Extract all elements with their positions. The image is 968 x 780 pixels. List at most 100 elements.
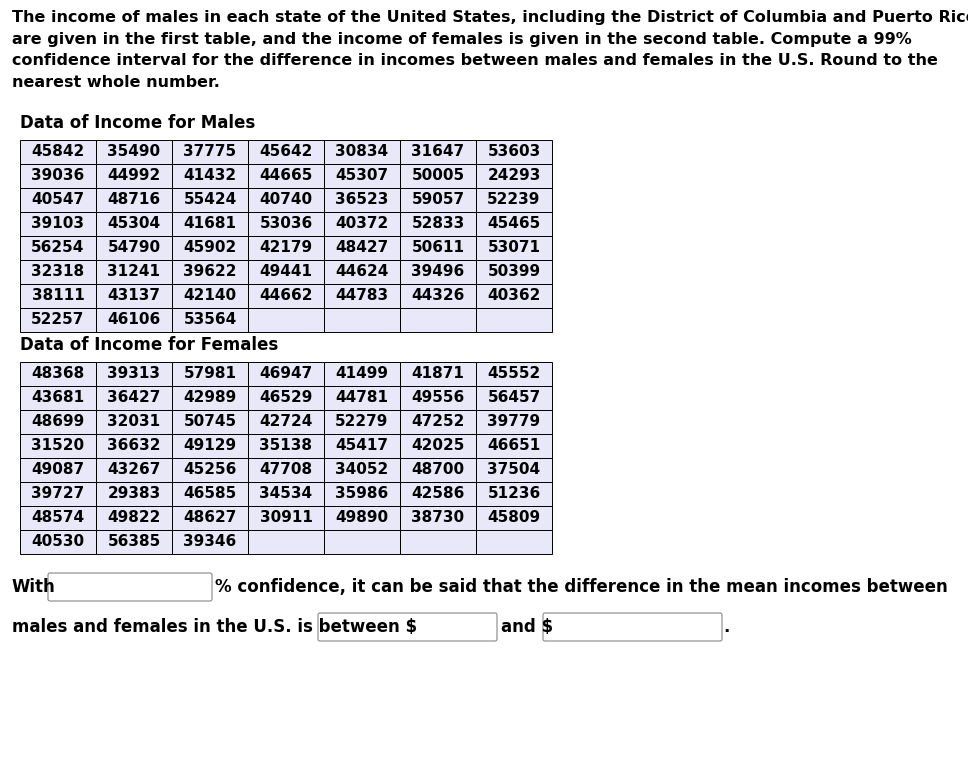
Bar (20, 164, 96, 188)
Bar (172, 260, 248, 284)
Text: 52279: 52279 (335, 414, 389, 430)
Text: 48700: 48700 (411, 463, 465, 477)
Text: 52257: 52257 (31, 313, 84, 328)
Bar (20, 140, 96, 164)
Bar (20, 506, 96, 530)
Bar (476, 164, 552, 188)
Text: 44326: 44326 (411, 289, 465, 303)
Text: 40362: 40362 (487, 289, 541, 303)
Text: 52239: 52239 (487, 193, 541, 207)
Bar (476, 362, 552, 386)
Bar (476, 530, 552, 554)
Bar (400, 212, 476, 236)
Bar (20, 308, 96, 332)
Text: 44783: 44783 (336, 289, 388, 303)
Text: 35490: 35490 (107, 144, 161, 159)
Bar (96, 188, 172, 212)
Bar (400, 362, 476, 386)
Bar (248, 308, 324, 332)
Bar (96, 308, 172, 332)
Bar (20, 212, 96, 236)
Text: 44992: 44992 (107, 168, 161, 183)
Bar (400, 140, 476, 164)
Text: 40547: 40547 (31, 193, 84, 207)
Bar (400, 260, 476, 284)
Bar (96, 212, 172, 236)
Text: 36632: 36632 (107, 438, 161, 453)
Bar (324, 362, 400, 386)
Bar (324, 140, 400, 164)
Text: 53564: 53564 (183, 313, 236, 328)
Text: 42140: 42140 (184, 289, 236, 303)
Text: 39036: 39036 (31, 168, 84, 183)
Bar (20, 236, 96, 260)
Bar (20, 362, 96, 386)
Text: 54790: 54790 (107, 240, 161, 256)
Bar (20, 260, 96, 284)
Text: 35986: 35986 (335, 487, 388, 502)
Text: 48716: 48716 (107, 193, 161, 207)
Text: 53036: 53036 (259, 217, 313, 232)
Bar (172, 212, 248, 236)
Text: 43681: 43681 (31, 391, 84, 406)
Bar (172, 410, 248, 434)
Bar (400, 164, 476, 188)
Text: 39779: 39779 (488, 414, 540, 430)
Text: 36523: 36523 (335, 193, 389, 207)
Text: 41499: 41499 (336, 367, 388, 381)
Bar (172, 386, 248, 410)
Bar (324, 482, 400, 506)
Bar (20, 482, 96, 506)
Text: 49441: 49441 (259, 264, 313, 279)
Text: 46106: 46106 (107, 313, 161, 328)
Bar (172, 482, 248, 506)
Text: 45256: 45256 (183, 463, 237, 477)
Text: 37504: 37504 (488, 463, 540, 477)
Text: 47252: 47252 (411, 414, 465, 430)
Bar (20, 410, 96, 434)
Bar (324, 236, 400, 260)
Text: 40530: 40530 (31, 534, 84, 549)
Text: 45417: 45417 (336, 438, 388, 453)
Text: 52833: 52833 (411, 217, 465, 232)
Text: Data of Income for Females: Data of Income for Females (20, 336, 278, 354)
Text: 42586: 42586 (411, 487, 465, 502)
Bar (476, 212, 552, 236)
Bar (324, 164, 400, 188)
Bar (400, 482, 476, 506)
Text: 24293: 24293 (487, 168, 541, 183)
Text: 45642: 45642 (259, 144, 313, 159)
FancyBboxPatch shape (48, 573, 212, 601)
Bar (172, 434, 248, 458)
Text: 31241: 31241 (107, 264, 161, 279)
Text: 49890: 49890 (336, 510, 388, 526)
Text: 46947: 46947 (259, 367, 313, 381)
Text: 30834: 30834 (336, 144, 388, 159)
Text: 44781: 44781 (336, 391, 388, 406)
Bar (476, 308, 552, 332)
Bar (20, 434, 96, 458)
Text: 48368: 48368 (31, 367, 84, 381)
Bar (172, 164, 248, 188)
Bar (96, 362, 172, 386)
Text: 41871: 41871 (411, 367, 465, 381)
Bar (476, 386, 552, 410)
Bar (476, 236, 552, 260)
FancyBboxPatch shape (543, 613, 722, 641)
Bar (248, 482, 324, 506)
Bar (476, 260, 552, 284)
Bar (20, 386, 96, 410)
Text: 48627: 48627 (183, 510, 237, 526)
Text: 39103: 39103 (32, 217, 84, 232)
Text: 34052: 34052 (335, 463, 388, 477)
Text: 34534: 34534 (259, 487, 313, 502)
Bar (96, 260, 172, 284)
Text: 46585: 46585 (183, 487, 236, 502)
Bar (476, 506, 552, 530)
Bar (172, 458, 248, 482)
Bar (20, 530, 96, 554)
Text: 53603: 53603 (487, 144, 540, 159)
Bar (248, 284, 324, 308)
Text: 56385: 56385 (107, 534, 161, 549)
Bar (96, 236, 172, 260)
